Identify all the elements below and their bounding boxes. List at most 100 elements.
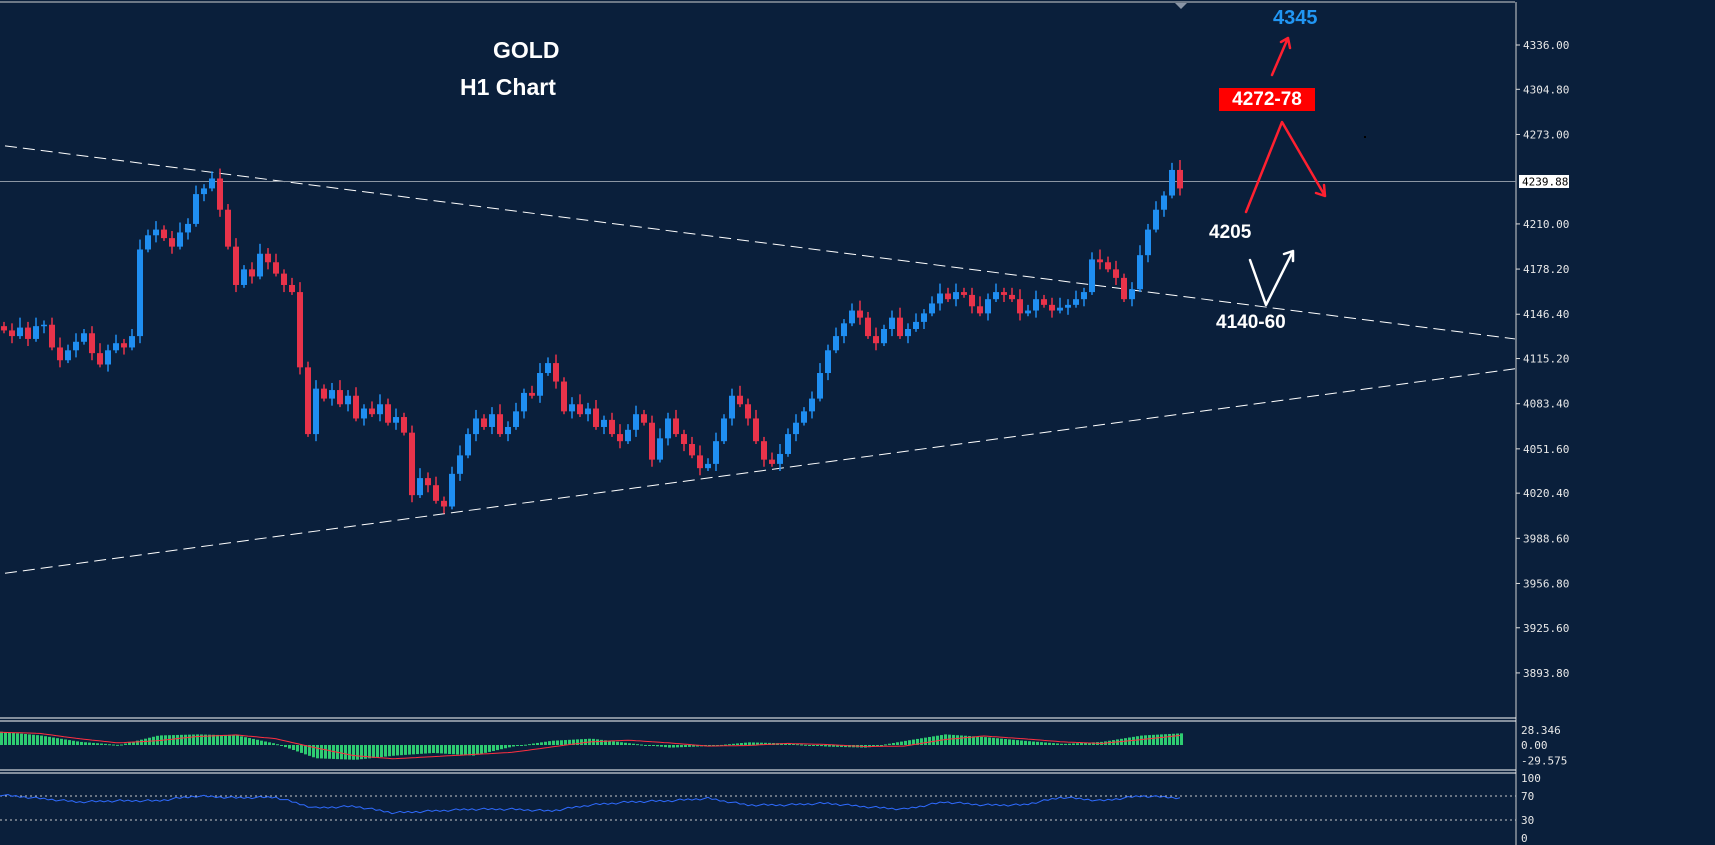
- macd-histogram-bar: [1016, 740, 1019, 745]
- candle: [985, 293, 991, 321]
- candle: [801, 407, 807, 426]
- candle: [1177, 160, 1183, 196]
- candle: [457, 445, 463, 481]
- candle: [193, 185, 199, 227]
- macd-histogram-bar: [1048, 742, 1051, 745]
- macd-histogram-bar: [748, 742, 751, 745]
- candle-body: [881, 329, 887, 344]
- macd-histogram-bar: [892, 742, 895, 745]
- candle-body: [1009, 294, 1015, 300]
- macd-histogram-bar: [432, 745, 435, 753]
- candle-body: [369, 408, 375, 415]
- candle-body: [993, 292, 999, 300]
- candle: [953, 283, 959, 307]
- candle-body: [201, 188, 207, 195]
- macd-axis-label: 28.346: [1521, 724, 1561, 737]
- macd-histogram-bar: [684, 745, 687, 748]
- candle: [625, 424, 631, 445]
- macd-histogram-bar: [472, 745, 475, 756]
- macd-histogram-bar: [308, 745, 311, 756]
- candle-body: [945, 293, 951, 300]
- macd-histogram-bar: [756, 742, 759, 745]
- macd-axis-label: -29.575: [1521, 755, 1567, 768]
- candle-body: [41, 324, 47, 327]
- candle-body: [9, 330, 15, 337]
- candle: [481, 414, 487, 430]
- candle: [257, 243, 263, 280]
- macd-histogram-bar: [408, 745, 411, 755]
- macd-histogram-bar: [796, 744, 799, 746]
- pivot-label: 4205: [1209, 222, 1252, 243]
- macd-histogram-bar: [348, 745, 351, 760]
- macd-histogram-bar: [496, 745, 499, 751]
- macd-histogram-bar: [984, 737, 987, 745]
- candle-body: [465, 434, 471, 456]
- candle-body: [233, 246, 239, 285]
- macd-histogram-bar: [20, 733, 23, 745]
- candle-body: [601, 419, 607, 427]
- macd-histogram-bar: [428, 745, 431, 754]
- macd-histogram-bar: [548, 741, 551, 745]
- macd-histogram-bar: [376, 745, 379, 758]
- macd-panel: 28.346 0.00 -29.575: [0, 724, 1567, 768]
- candle: [57, 337, 63, 368]
- trendline-descending-resistance[interactable]: [4, 145, 1516, 340]
- candle: [441, 496, 447, 514]
- chart-shift-marker-icon[interactable]: [1175, 3, 1187, 9]
- candle: [513, 402, 519, 430]
- macd-histogram-bar: [416, 745, 419, 755]
- macd-histogram-bar: [668, 745, 671, 748]
- macd-histogram-bar: [184, 734, 187, 745]
- macd-histogram-bar: [320, 745, 323, 759]
- candle: [753, 409, 759, 445]
- candle-body: [641, 414, 647, 423]
- candle: [345, 390, 351, 412]
- macd-histogram-bar: [344, 745, 347, 760]
- candle-body: [985, 299, 991, 314]
- candle: [9, 323, 15, 344]
- candle: [889, 310, 895, 337]
- macd-histogram-bar: [44, 736, 47, 745]
- candle: [1097, 249, 1103, 270]
- candle-body: [833, 336, 839, 351]
- macd-histogram-bar: [1164, 734, 1167, 745]
- candle-body: [1161, 195, 1167, 210]
- candle: [689, 436, 695, 459]
- macd-histogram-bar: [468, 745, 471, 756]
- macd-histogram-bar: [572, 739, 575, 745]
- macd-histogram-bar: [76, 741, 79, 745]
- macd-histogram-bar: [84, 742, 87, 745]
- support-label: 4140-60: [1216, 312, 1286, 333]
- macd-histogram-bar: [236, 735, 239, 745]
- macd-histogram-bar: [436, 745, 439, 754]
- macd-histogram-bar: [652, 745, 655, 746]
- candle-body: [1081, 292, 1087, 300]
- trendline-ascending-support[interactable]: [4, 368, 1516, 574]
- macd-histogram-bar: [256, 739, 259, 745]
- candle-body: [1025, 310, 1031, 314]
- chart-timeframe-title: H1 Chart: [460, 74, 556, 100]
- macd-histogram-bar: [1052, 743, 1055, 745]
- macd-histogram-bar: [816, 745, 819, 746]
- macd-histogram-bar: [396, 745, 399, 756]
- candle-body: [401, 417, 407, 433]
- macd-histogram-bar: [1080, 742, 1083, 745]
- price-axis-label: 3988.60: [1523, 532, 1569, 545]
- macd-histogram-bar: [656, 745, 659, 747]
- candle-body: [761, 441, 767, 460]
- macd-histogram-bar: [612, 741, 615, 745]
- macd-histogram-bar: [100, 743, 103, 745]
- macd-histogram-bar: [560, 740, 563, 745]
- candle: [1081, 287, 1087, 307]
- candle-body: [81, 333, 87, 342]
- macd-histogram-bar: [528, 744, 531, 746]
- candle: [33, 317, 39, 342]
- candle: [425, 472, 431, 493]
- marker-dot: [1364, 136, 1366, 138]
- macd-histogram-bar: [956, 735, 959, 745]
- macd-histogram-bar: [212, 734, 215, 745]
- macd-histogram-bar: [104, 743, 107, 745]
- candle: [913, 313, 919, 332]
- candle-body: [417, 478, 423, 496]
